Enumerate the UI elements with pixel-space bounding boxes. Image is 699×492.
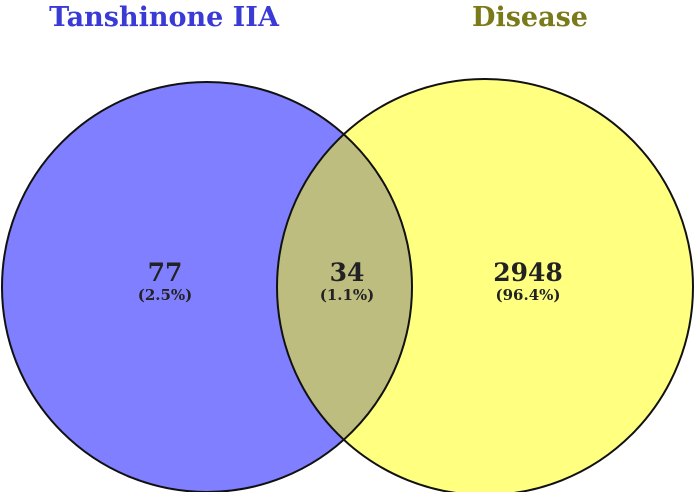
set-title-disease: Disease: [472, 2, 588, 33]
both-percent: (1.1%): [320, 286, 375, 304]
both-count: 34: [330, 258, 365, 287]
right-only-count: 2948: [493, 258, 563, 287]
overlap-region: [277, 82, 412, 492]
outline-tanshinone: [1, 81, 413, 492]
right-only-percent: (96.4%): [496, 286, 561, 304]
set-title-tanshinone: Tanshinone IIA: [49, 2, 280, 33]
outline-disease: [276, 78, 694, 492]
left-only-count: 77: [148, 258, 183, 287]
left-only-percent: (2.5%): [138, 286, 193, 304]
